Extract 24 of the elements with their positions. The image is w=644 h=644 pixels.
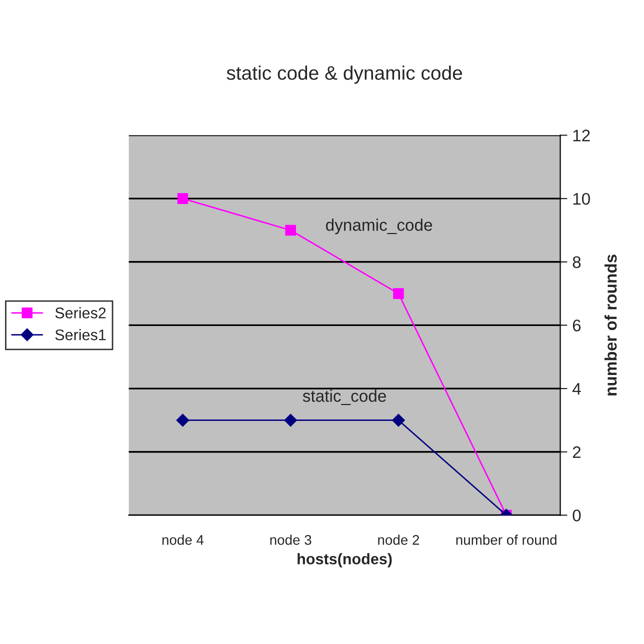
point bbox=[177, 193, 188, 204]
point bbox=[393, 288, 404, 299]
point bbox=[392, 414, 405, 427]
y-tick-label: 2 bbox=[572, 446, 581, 458]
chart-title: static code & dynamic code bbox=[226, 66, 462, 84]
annotation: dynamic_code bbox=[326, 218, 432, 234]
y-tick-label: 0 bbox=[572, 510, 581, 522]
y-tick-label: 4 bbox=[572, 383, 581, 395]
y-axis-title: number of rounds bbox=[604, 254, 617, 396]
y-tick-label: 10 bbox=[573, 192, 590, 205]
x-tick-label: node 3 bbox=[270, 534, 312, 545]
y-tick-label: 6 bbox=[572, 320, 581, 332]
x-tick-label: node 4 bbox=[162, 534, 204, 545]
y-tick-label: 12 bbox=[573, 130, 590, 142]
x-tick-label: node 2 bbox=[378, 534, 420, 545]
annotation: static_code bbox=[302, 390, 386, 406]
legend-label: Series2 bbox=[55, 307, 106, 318]
point bbox=[176, 414, 190, 427]
point bbox=[285, 224, 296, 236]
x-tick-label: number of round bbox=[456, 534, 556, 545]
x-axis-title: hosts(nodes) bbox=[298, 553, 392, 568]
legend-label: Series1 bbox=[55, 329, 106, 340]
point bbox=[284, 414, 298, 427]
y-tick-label: 8 bbox=[572, 256, 581, 268]
